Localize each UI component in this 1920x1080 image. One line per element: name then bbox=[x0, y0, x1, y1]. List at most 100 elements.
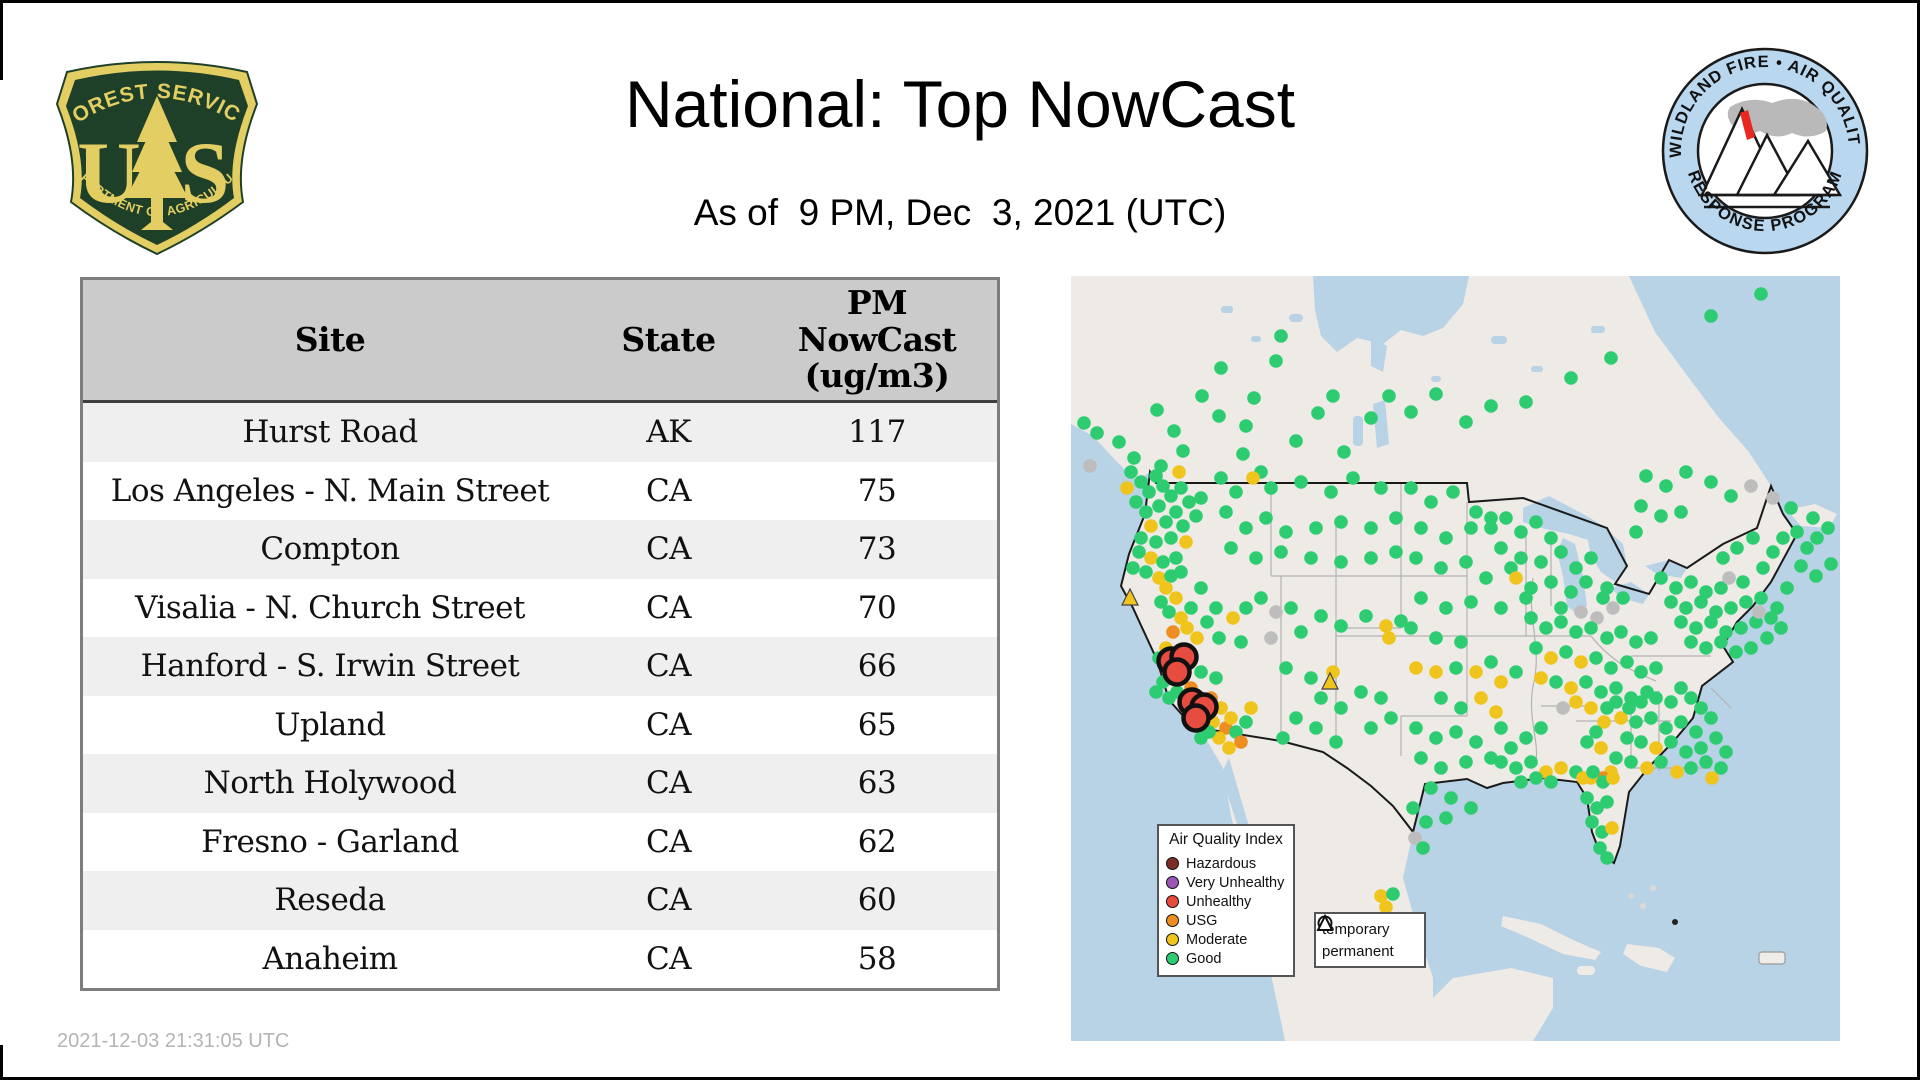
aqi-legend-item: Good bbox=[1166, 949, 1286, 968]
monitor-dot bbox=[1585, 815, 1599, 829]
monitor-dot bbox=[1289, 434, 1303, 448]
monitor-dot bbox=[1214, 361, 1228, 375]
monitor-dot bbox=[1614, 625, 1628, 639]
monitor-dot bbox=[1584, 621, 1598, 635]
unhealthy-site-marker bbox=[1162, 657, 1192, 687]
frame-border-bottom bbox=[0, 1077, 1920, 1080]
monitor-dot bbox=[1414, 751, 1428, 765]
unhealthy-site-marker bbox=[1181, 703, 1211, 733]
monitor-dot bbox=[1264, 631, 1278, 645]
monitor-dot bbox=[1429, 387, 1443, 401]
monitor-dot bbox=[1439, 531, 1453, 545]
monitor-dot bbox=[1134, 531, 1148, 545]
monitor-dot bbox=[1669, 581, 1683, 595]
monitor-dot bbox=[1226, 611, 1240, 625]
cell-state: CA bbox=[645, 765, 692, 802]
monitor-dot bbox=[1629, 715, 1643, 729]
monitor-dot bbox=[1514, 775, 1528, 789]
monitor-dot bbox=[1212, 409, 1226, 423]
marker-type-legend: temporary permanent bbox=[1314, 912, 1426, 968]
monitor-dot bbox=[1554, 601, 1568, 615]
monitor-dot bbox=[1152, 499, 1166, 513]
cell-state: CA bbox=[645, 648, 692, 685]
monitor-dot bbox=[1639, 469, 1653, 483]
monitor-dot bbox=[1374, 481, 1388, 495]
monitor-dot bbox=[1394, 614, 1408, 628]
monitor-dot bbox=[1494, 675, 1508, 689]
monitor-dot bbox=[1379, 900, 1393, 914]
monitor-dot bbox=[1736, 575, 1750, 589]
monitor-dot bbox=[1169, 551, 1183, 565]
monitor-dot bbox=[1374, 691, 1388, 705]
monitor-dot bbox=[1544, 775, 1558, 789]
monitor-dot bbox=[1279, 661, 1293, 675]
cell-value: 62 bbox=[857, 823, 897, 860]
aqi-item-label: Very Unhealthy bbox=[1186, 874, 1285, 891]
monitor-dot bbox=[1654, 755, 1668, 769]
monitor-dot bbox=[1194, 581, 1208, 595]
monitor-dot bbox=[1294, 625, 1308, 639]
monitor-dot bbox=[1289, 711, 1303, 725]
monitor-dot bbox=[1444, 791, 1458, 805]
monitor-dot bbox=[1529, 515, 1543, 529]
monitor-dot bbox=[1504, 741, 1518, 755]
monitor-dot bbox=[1154, 595, 1168, 609]
monitor-dot bbox=[1459, 755, 1473, 769]
table-row: North Holywood CA 63 bbox=[83, 754, 997, 813]
monitor-dot bbox=[1484, 521, 1498, 535]
monitor-dot bbox=[1132, 545, 1146, 559]
monitor-dot bbox=[1359, 609, 1373, 623]
monitor-dot bbox=[1766, 545, 1780, 559]
monitor-dot bbox=[1152, 571, 1166, 585]
monitor-dot bbox=[1600, 851, 1614, 865]
monitor-dot bbox=[1634, 735, 1648, 749]
aqi-legend: Air Quality Index Hazardous Very Unhealth… bbox=[1157, 824, 1295, 977]
monitor-dot bbox=[1464, 595, 1478, 609]
monitor-dot bbox=[1594, 741, 1608, 755]
monitor-dot bbox=[1590, 801, 1604, 815]
monitor-dot bbox=[1634, 695, 1648, 709]
monitor-dot bbox=[1679, 745, 1693, 759]
fs-logo-letter-u: U bbox=[77, 125, 141, 222]
monitor-dot bbox=[1309, 721, 1323, 735]
monitor-dot bbox=[1484, 655, 1498, 669]
monitor-dots-layer bbox=[1077, 287, 1838, 935]
monitor-dot bbox=[1142, 485, 1156, 499]
monitor-dot bbox=[1229, 485, 1243, 499]
cell-site: Anaheim bbox=[262, 940, 398, 977]
permanent-monitor-layer bbox=[1121, 587, 1339, 690]
monitor-dot bbox=[1434, 691, 1448, 705]
monitor-dot bbox=[1244, 701, 1258, 715]
monitor-dot bbox=[1239, 601, 1253, 615]
monitor-dot bbox=[1364, 411, 1378, 425]
monitor-dot bbox=[1719, 745, 1733, 759]
monitor-dot bbox=[1679, 465, 1693, 479]
monitor-dot bbox=[1209, 601, 1223, 615]
monitor-dot bbox=[1794, 559, 1808, 573]
monitor-dot bbox=[1434, 561, 1448, 575]
permanent-label: permanent bbox=[1322, 942, 1394, 960]
monitor-dot bbox=[1239, 419, 1253, 433]
monitor-dot bbox=[1166, 625, 1180, 639]
monitor-dot bbox=[1284, 601, 1298, 615]
monitor-dot bbox=[1144, 519, 1158, 533]
aqi-item-label: USG bbox=[1186, 912, 1218, 929]
table-row: Anaheim CA 58 bbox=[83, 929, 997, 988]
monitor-dot bbox=[1649, 691, 1663, 705]
monitor-dot bbox=[1714, 581, 1728, 595]
wfaqrp-logo: WILDLAND FIRE • AIR QUALITY RESPONSE PRO… bbox=[1654, 31, 1871, 257]
monitor-dot bbox=[1629, 525, 1643, 539]
monitor-dot bbox=[1559, 645, 1573, 659]
aqi-legend-items: Hazardous Very Unhealthy Unhealthy USG Moder… bbox=[1166, 854, 1286, 968]
monitor-dot bbox=[1239, 715, 1253, 729]
monitor-dot bbox=[1294, 475, 1308, 489]
monitor-dot bbox=[1774, 621, 1788, 635]
monitor-dot bbox=[1334, 515, 1348, 529]
monitor-dot bbox=[1164, 531, 1178, 545]
monitor-dot bbox=[1234, 735, 1248, 749]
monitor-dot bbox=[1629, 635, 1643, 649]
monitor-dot bbox=[1616, 591, 1630, 605]
monitor-dot bbox=[1580, 791, 1594, 805]
monitor-dot bbox=[1539, 621, 1553, 635]
table-header-row: Site State PM NowCast (ug/m3) bbox=[83, 280, 997, 403]
